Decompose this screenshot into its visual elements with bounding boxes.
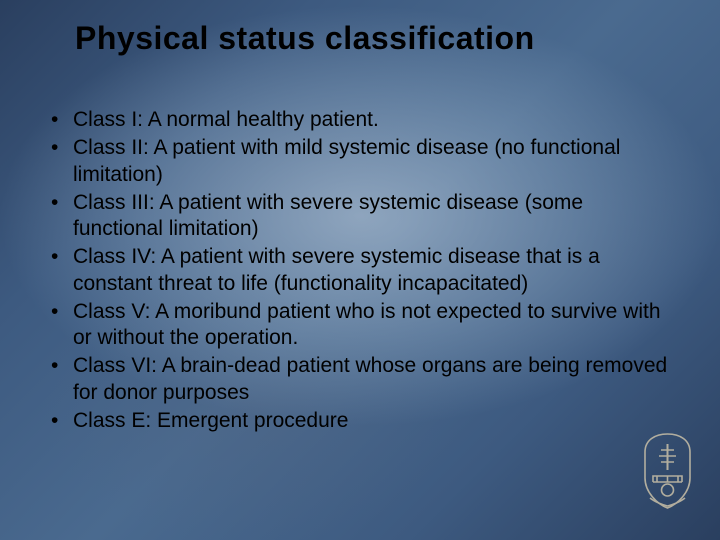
slide-title: Physical status classification (75, 20, 675, 57)
list-item: Class VI: A brain-dead patient whose org… (45, 353, 675, 406)
list-item: Class II: A patient with mild systemic d… (45, 135, 675, 188)
university-crest-icon (635, 430, 700, 510)
slide-container: Physical status classification Class I: … (0, 0, 720, 540)
bullet-list: Class I: A normal healthy patient. Class… (45, 107, 675, 434)
list-item: Class I: A normal healthy patient. (45, 107, 675, 133)
list-item: Class V: A moribund patient who is not e… (45, 299, 675, 352)
list-item: Class E: Emergent procedure (45, 408, 675, 434)
list-item: Class III: A patient with severe systemi… (45, 190, 675, 243)
list-item: Class IV: A patient with severe systemic… (45, 244, 675, 297)
